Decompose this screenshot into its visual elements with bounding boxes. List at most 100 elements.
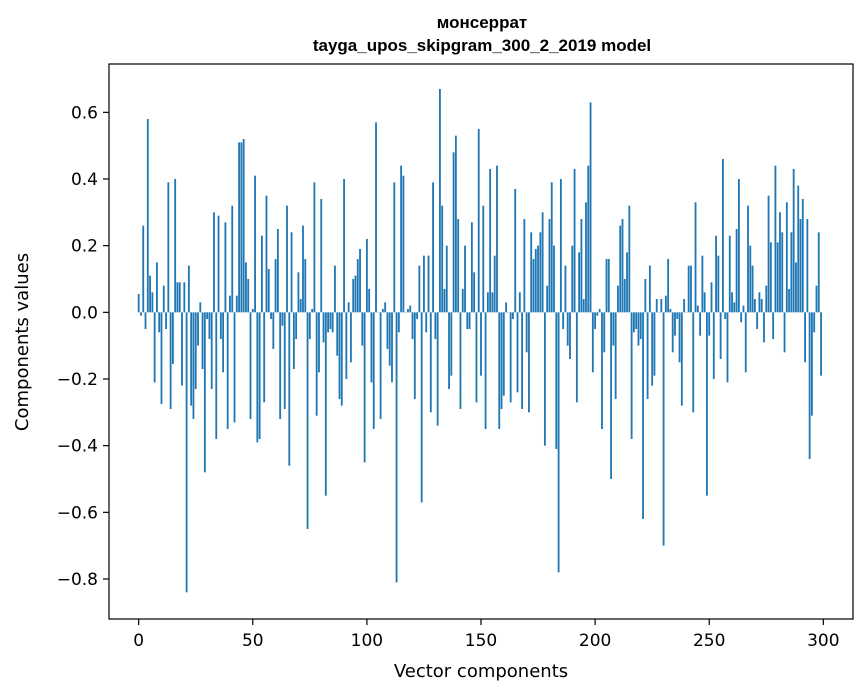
bar [304,259,307,313]
bar [776,242,779,313]
y-axis-ticks: −0.8 −0.6 −0.4 −0.2 0.0 0.2 0.4 0.6 [57,103,109,590]
bar [429,312,432,413]
bar [260,235,263,313]
bar [461,289,464,313]
bar [653,312,656,376]
bar [528,312,530,413]
bar [555,312,558,449]
bar [176,282,179,313]
bar [651,312,654,386]
bar [573,169,576,313]
bar [779,212,781,313]
bar [256,312,259,443]
bar [813,312,816,333]
bar [156,262,158,313]
bar [258,312,261,439]
bar [288,312,291,466]
bar [692,312,695,413]
bar [363,312,366,463]
bar [753,299,756,313]
bar [708,312,711,336]
bar [669,309,672,313]
bar [664,295,667,313]
x-axis-label: Vector components [394,661,568,682]
chart-subtitle: tayga_upos_skipgram_300_2_2019 model [313,36,651,55]
bar [165,312,167,329]
bar [247,279,250,313]
bar [190,312,193,406]
bar [286,205,288,313]
bar [820,312,822,376]
y-tick-label: 0.4 [71,170,98,190]
bar [804,312,806,363]
bar [347,302,350,313]
bar [523,219,526,313]
bar [270,312,272,319]
bar [272,312,275,349]
bar [279,312,282,419]
bar [496,165,498,313]
bar [395,312,398,583]
bar [756,312,759,329]
bar [459,312,462,409]
bar [425,312,428,333]
bar [710,282,713,313]
bar [530,232,533,313]
bar [384,302,387,313]
bar [391,312,393,383]
bar [249,312,252,419]
bar [518,292,521,313]
bar [140,312,142,316]
x-tick-label: 200 [579,631,611,651]
bar [240,142,243,313]
bar [334,265,336,313]
bar [765,285,768,313]
bar [308,312,311,339]
bar [687,265,690,313]
bar [502,312,505,396]
bar [400,165,403,313]
bar [263,312,266,403]
bar [162,285,165,313]
bar [589,102,592,313]
bar [397,312,400,333]
bar [311,309,314,313]
bar [276,229,279,313]
bar [473,272,476,313]
bar [594,312,597,329]
bar [251,309,254,313]
bar [578,252,581,313]
bar [477,129,480,313]
bar [532,259,535,313]
bar [450,312,453,376]
bar [671,312,674,353]
bar [785,202,788,313]
bar [591,312,594,373]
bar [587,165,590,313]
bar [368,289,371,313]
bar [137,294,140,313]
bar [569,312,571,359]
bar [635,312,638,329]
chart-title: монсеррат [437,13,527,32]
bar [621,219,624,313]
bar [443,289,446,313]
bar [338,312,341,399]
bar [160,312,163,404]
bar [781,232,784,313]
y-tick-label: −0.2 [57,370,98,390]
bar [660,299,663,313]
bar [607,259,610,313]
bar [699,312,702,336]
bar [233,312,236,423]
x-tick-label: 50 [242,631,264,651]
bar [639,312,642,339]
bar [769,242,772,313]
bar [219,312,222,339]
bar [171,312,174,364]
bar [345,312,348,379]
bar [737,179,740,313]
bar [575,312,578,403]
x-tick-label: 300 [807,631,839,651]
bar [290,232,293,313]
